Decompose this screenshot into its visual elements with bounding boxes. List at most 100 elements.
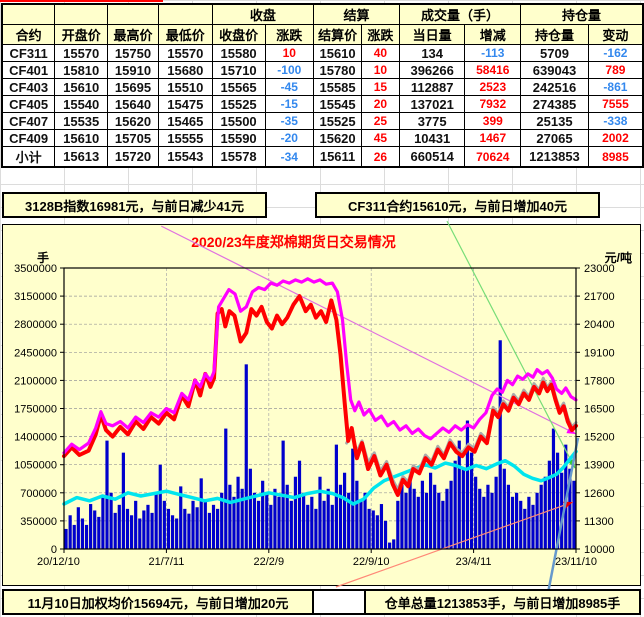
table-cell: 15465	[157, 112, 213, 130]
volume-bar	[502, 468, 506, 549]
volume-bar	[523, 508, 527, 549]
right-tick-label: 23000	[584, 263, 615, 275]
volume-bar	[310, 496, 314, 549]
column-header: 变动	[587, 24, 644, 45]
cf311-info-bar: CF311合约15610元，与前日增加40元	[315, 192, 600, 218]
volume-bar	[355, 480, 359, 549]
volume-bar	[72, 524, 76, 549]
table-cell: 10	[361, 61, 400, 79]
volume-bar	[572, 480, 576, 549]
volume-bar	[97, 516, 101, 549]
index-info-text: 3128B指数16981元，与前日减少41元	[25, 198, 244, 214]
table-cell: CF403	[1, 78, 56, 96]
table-cell: -113	[464, 44, 522, 62]
table-cell: 15525	[211, 95, 266, 113]
right-tick-label: 13900	[584, 460, 615, 472]
volume-bar	[89, 504, 93, 549]
volume-bar	[84, 524, 89, 549]
volume-bar	[170, 515, 175, 549]
volume-bar	[555, 452, 560, 549]
volume-bar	[363, 492, 367, 549]
table-cell: 134	[398, 44, 466, 62]
volume-bar	[285, 484, 289, 549]
open-interest-line	[62, 449, 578, 506]
volume-bar	[568, 468, 572, 549]
empty-grid-cell	[314, 589, 364, 615]
left-tick-label: 3150000	[14, 291, 57, 303]
volume-bar	[453, 460, 457, 549]
table-cell: -45	[264, 78, 315, 96]
table-cell: -861	[587, 78, 644, 96]
weighted-average-info-bar: 11月10日加权均价15694元，与前日增加20元	[2, 589, 314, 615]
volume-bar	[228, 484, 232, 549]
table-cell: 112887	[398, 78, 466, 96]
column-header: 合约	[1, 24, 56, 45]
table-cell: 15611	[313, 146, 363, 168]
table-cell: 15640	[107, 95, 159, 113]
volume-bar	[293, 476, 298, 549]
volume-bar	[416, 496, 420, 549]
weighted-average-info-text: 11月10日加权均价15694元，与前日增加20元	[27, 595, 289, 611]
table-cell: 25	[361, 112, 400, 130]
volume-bar	[80, 518, 85, 549]
table-cell: -100	[264, 61, 315, 79]
table-cell: 242516	[520, 78, 589, 96]
column-header: 当日量	[398, 24, 466, 45]
table-row: CF405 15540 15640 15475 15525 -15 15545 20 13702…	[1, 95, 644, 113]
volume-bar	[129, 515, 134, 549]
volume-bar	[424, 492, 429, 549]
volume-bar	[146, 504, 150, 549]
volume-bar	[441, 500, 445, 549]
volume-bar	[154, 492, 158, 549]
right-tick-label: 20400	[584, 319, 615, 331]
column-header: 开盘价	[54, 24, 109, 45]
volume-bar	[244, 364, 248, 549]
table-cell: 15780	[313, 61, 363, 79]
table-cell: 15535	[54, 112, 109, 130]
volume-bar	[105, 440, 109, 549]
volume-bar	[265, 492, 269, 549]
table-cell: CF409	[1, 129, 56, 147]
volume-bar	[232, 496, 236, 549]
table-cell: 20	[361, 95, 400, 113]
left-tick-label: 700000	[20, 488, 57, 500]
table-cell: -35	[264, 112, 315, 130]
cf311-info-text: CF311合约15610元，与前日增加40元	[348, 198, 567, 214]
volume-bar	[478, 488, 482, 549]
volume-bar	[302, 492, 306, 549]
table-cell: 15910	[107, 61, 159, 79]
volume-bar	[142, 510, 146, 549]
group-header: 成交量（手）	[398, 3, 522, 25]
table-cell: 15695	[107, 78, 159, 96]
table-cell: 70624	[464, 146, 522, 168]
table-cell: 137021	[398, 95, 466, 113]
table-cell: 10	[264, 44, 315, 62]
group-header: 结算	[313, 3, 400, 25]
volume-bar	[138, 518, 142, 549]
volume-bar	[113, 512, 117, 549]
table-cell: 5709	[520, 44, 589, 62]
volume-bar	[506, 484, 511, 549]
table-row: CF403 15610 15695 15510 15565 -45 15585 15 11288…	[1, 78, 644, 96]
volume-bar	[101, 496, 105, 549]
volume-bar	[461, 468, 465, 549]
volume-bar	[224, 428, 228, 549]
table-cell: CF401	[1, 61, 56, 79]
column-header: 最低价	[157, 24, 213, 45]
table-row: CF401 15810 15910 15680 15710 -100 15780 10 3962…	[1, 61, 644, 79]
table-cell: 789	[587, 61, 644, 79]
volume-bar	[445, 488, 449, 549]
volume-bar	[400, 484, 404, 549]
table-cell: 15543	[157, 146, 213, 168]
table-cell: 7555	[587, 95, 644, 113]
table-cell: 15680	[157, 61, 213, 79]
table-cell: 15580	[211, 44, 266, 62]
table-cell: 58416	[464, 61, 522, 79]
volume-bar	[207, 512, 211, 549]
table-cell: 15620	[107, 112, 159, 130]
volume-bar	[539, 484, 543, 549]
volume-bar	[351, 448, 355, 549]
table-cell: 396266	[398, 61, 466, 79]
table-cell: 15	[361, 78, 400, 96]
volume-bar	[93, 510, 97, 549]
